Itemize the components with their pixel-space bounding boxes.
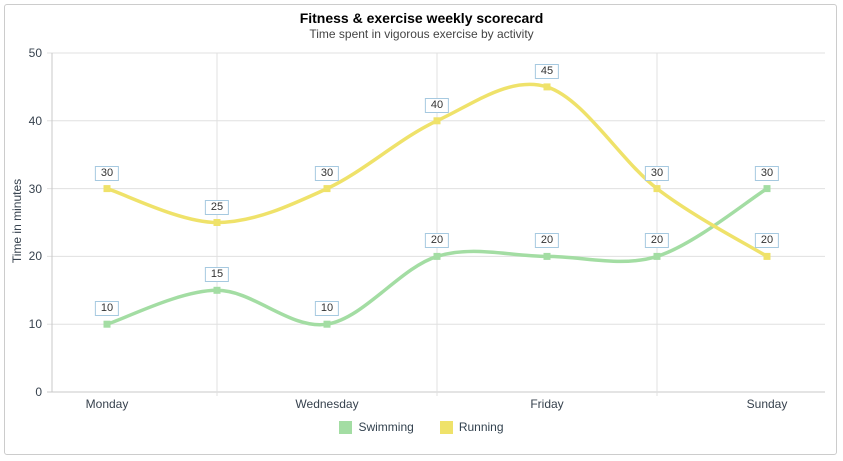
data-point-marker <box>103 320 111 328</box>
chart-title: Fitness & exercise weekly scorecard <box>299 10 544 26</box>
point-label: 30 <box>644 165 670 181</box>
data-point-marker <box>103 185 111 193</box>
data-point-marker <box>763 252 771 260</box>
point-label: 20 <box>534 233 560 249</box>
y-tick-label: 0 <box>35 385 42 399</box>
data-point-marker <box>653 185 661 193</box>
data-point-marker <box>653 252 661 260</box>
point-label: 40 <box>424 97 450 113</box>
y-tick-label: 20 <box>28 249 42 264</box>
point-label: 45 <box>534 63 560 79</box>
point-label: 15 <box>204 267 230 283</box>
chart-subtitle: Time spent in vigorous exercise by activ… <box>309 27 534 41</box>
point-label: 10 <box>314 301 340 317</box>
data-point-marker <box>433 252 441 260</box>
data-point-marker <box>543 83 551 91</box>
y-tick-label: 40 <box>28 113 42 128</box>
point-label: 30 <box>754 165 780 181</box>
data-point-marker <box>433 117 441 125</box>
data-point-marker <box>543 252 551 260</box>
data-point-marker <box>763 185 771 193</box>
data-point-marker <box>213 286 221 294</box>
legend: Swimming Running <box>0 420 843 434</box>
legend-label: Running <box>458 420 504 434</box>
data-point-marker <box>323 185 331 193</box>
x-tick-label: Sunday <box>746 397 788 411</box>
data-point-marker <box>213 219 221 226</box>
point-label: 25 <box>204 199 230 215</box>
x-tick-label: Monday <box>85 397 129 411</box>
legend-label: Swimming <box>358 420 414 434</box>
chart-frame <box>4 4 837 455</box>
point-label: 30 <box>94 165 120 181</box>
point-label: 20 <box>424 233 450 249</box>
y-tick-label: 30 <box>28 181 42 196</box>
legend-swatch-icon <box>339 420 353 434</box>
x-tick-label: Wednesday <box>295 397 359 411</box>
point-label: 30 <box>314 165 340 181</box>
x-tick-label: Friday <box>530 397 564 411</box>
y-tick-label: 10 <box>28 317 42 332</box>
point-label: 10 <box>94 301 120 317</box>
legend-item-running[interactable]: Running <box>439 420 504 434</box>
point-label: 20 <box>754 233 780 249</box>
legend-swatch-icon <box>439 420 453 434</box>
data-point-marker <box>323 320 331 328</box>
legend-item-swimming[interactable]: Swimming <box>339 420 414 434</box>
point-label: 20 <box>644 233 670 249</box>
y-tick-label: 50 <box>28 46 42 60</box>
